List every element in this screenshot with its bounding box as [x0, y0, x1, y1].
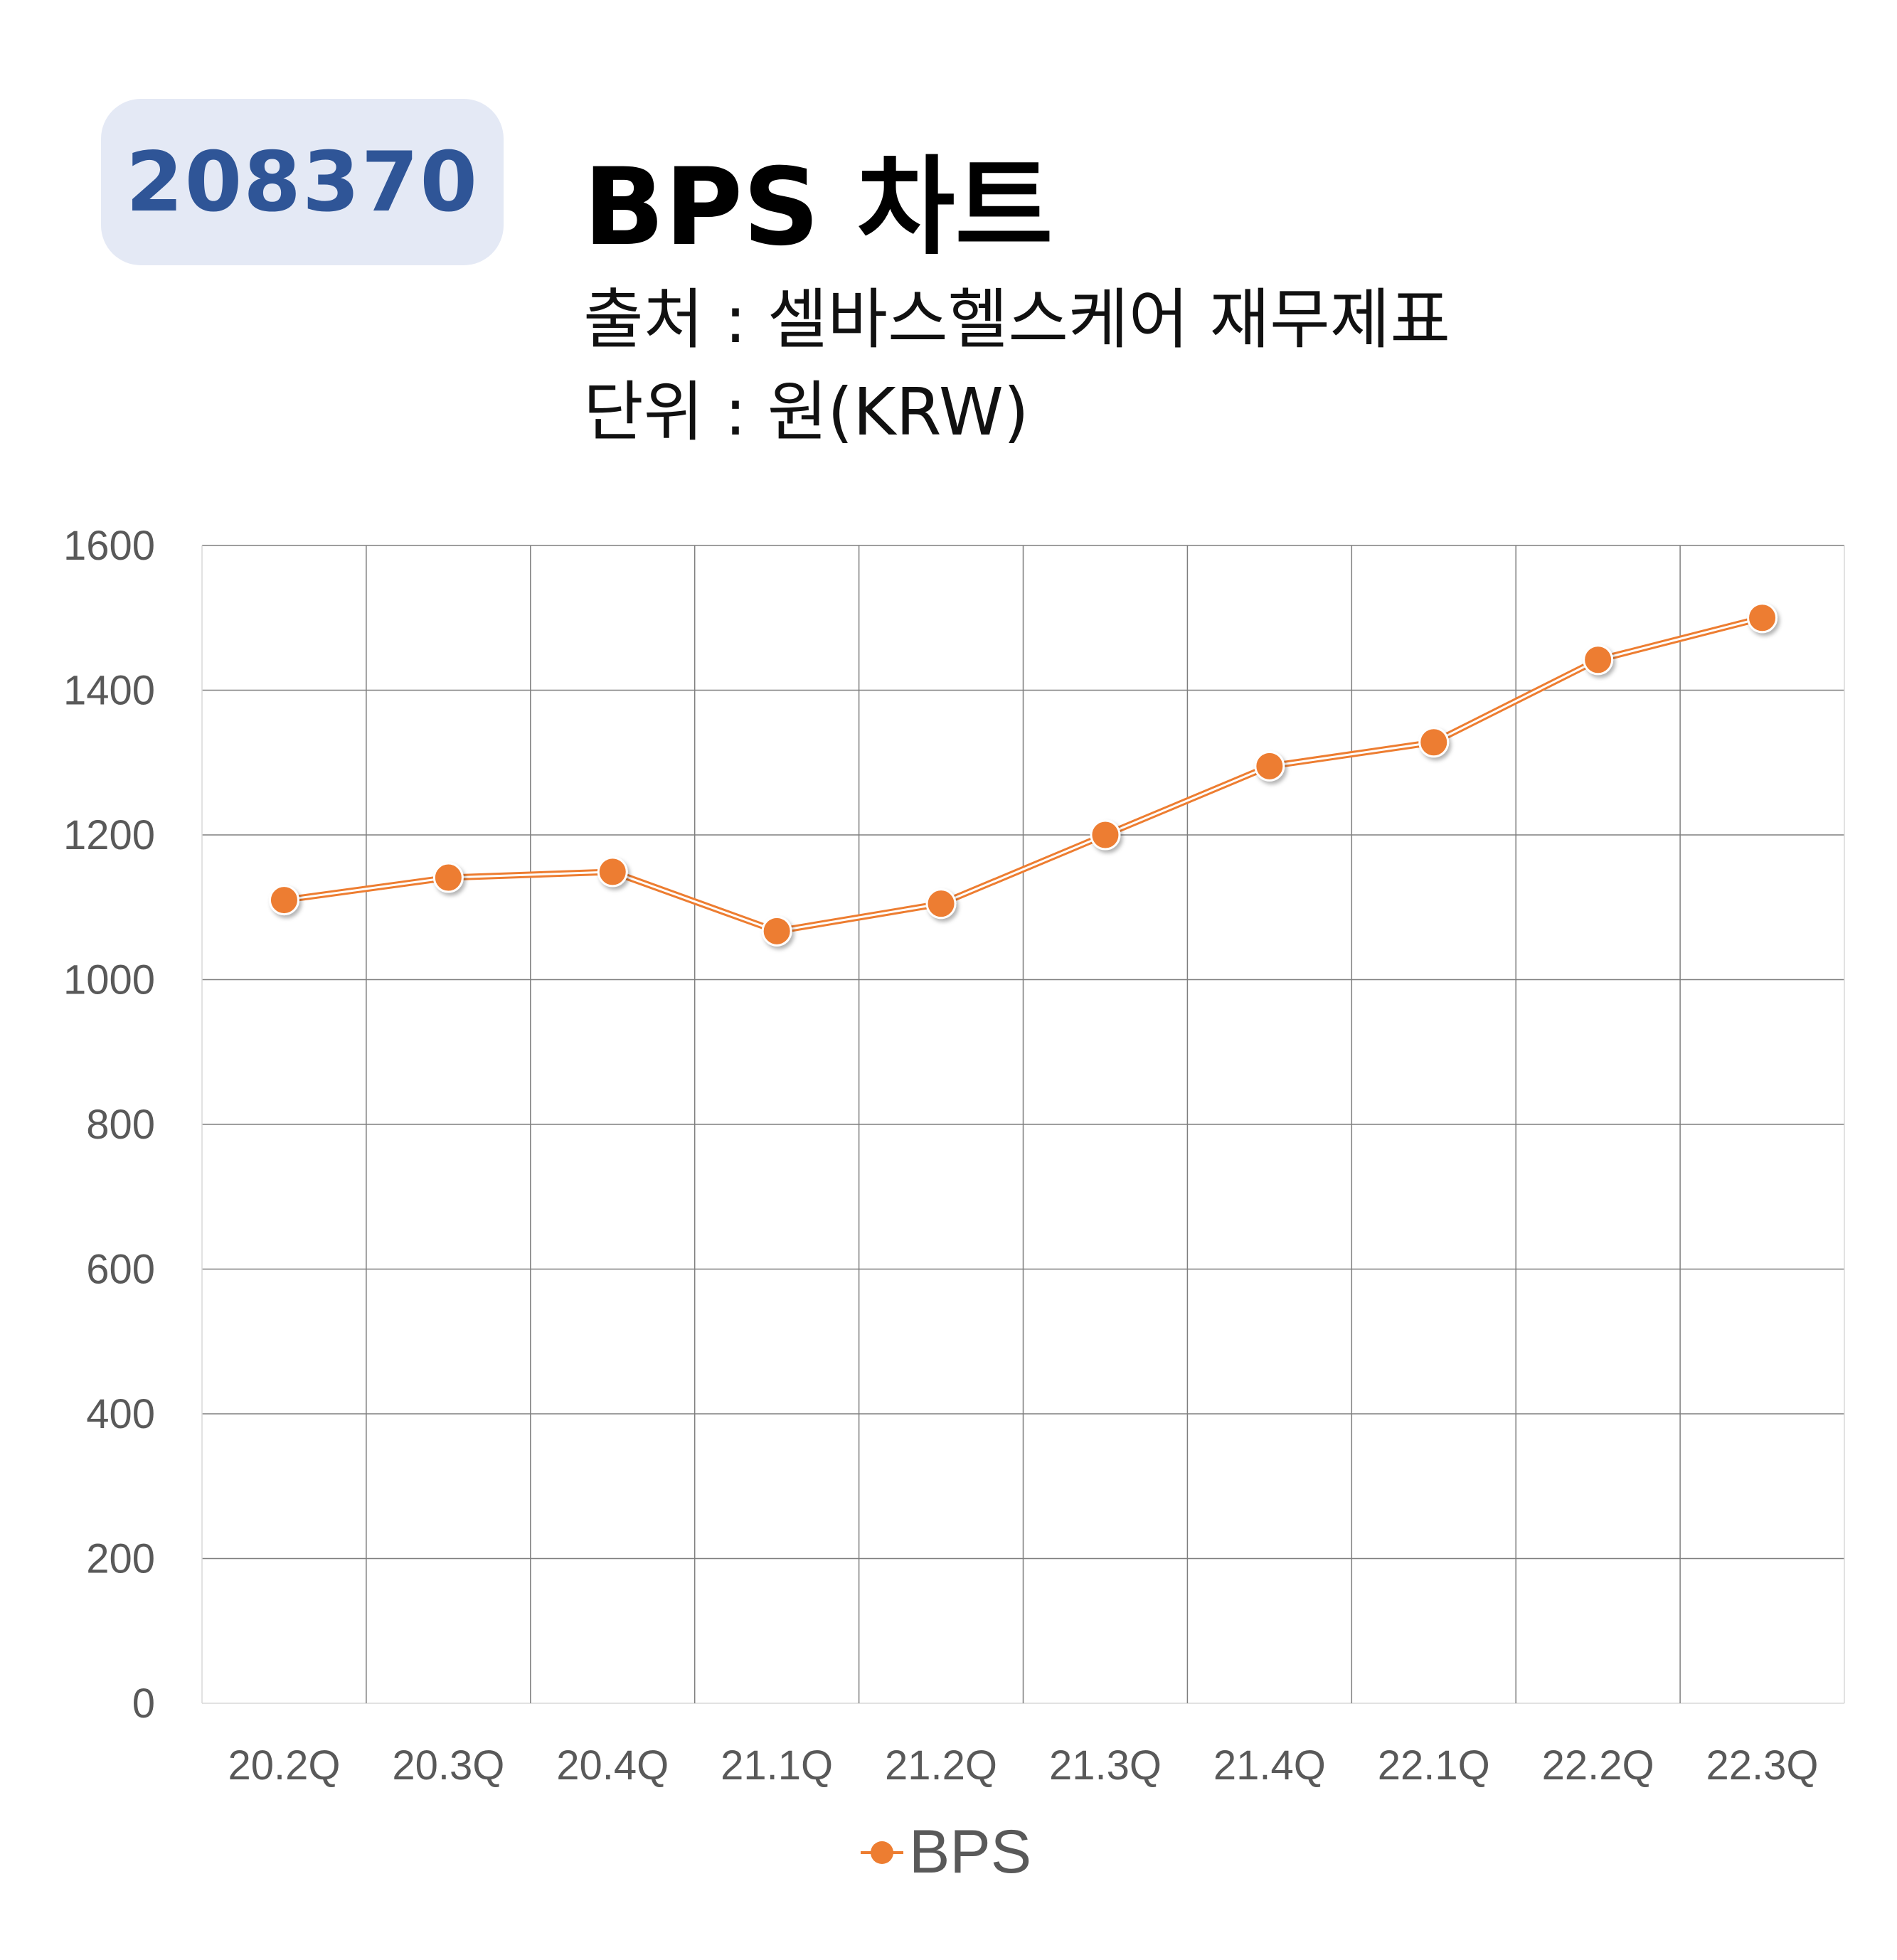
y-tick-label: 1400 — [63, 668, 155, 714]
series-bps — [268, 602, 1778, 947]
y-tick-label: 200 — [86, 1536, 155, 1582]
ticker-badge: 208370 — [101, 99, 504, 265]
data-point — [1254, 750, 1285, 782]
chart-title: BPS 차트 — [583, 146, 1053, 270]
legend-marker-icon — [861, 1838, 903, 1867]
data-point — [1090, 819, 1121, 851]
x-tick-label: 21.3Q — [1049, 1742, 1162, 1789]
legend-label-bps: BPS — [909, 1818, 1032, 1886]
x-tick-label: 20.2Q — [228, 1742, 340, 1789]
data-point — [597, 856, 628, 888]
ticker-code: 208370 — [125, 134, 479, 230]
data-point — [1418, 727, 1450, 758]
legend: BPS — [861, 1817, 1031, 1887]
y-tick-label: 1000 — [63, 957, 155, 1003]
y-tick-label: 600 — [86, 1247, 155, 1293]
x-tick-label: 20.3Q — [392, 1742, 504, 1789]
x-tick-label: 21.4Q — [1213, 1742, 1326, 1789]
y-tick-label: 1600 — [63, 523, 155, 569]
data-point — [268, 885, 299, 916]
series-line — [282, 617, 1764, 932]
x-tick-label: 22.1Q — [1378, 1742, 1490, 1789]
x-tick-label: 20.4Q — [556, 1742, 669, 1789]
unit-line: 단위 : 원(KRW) — [583, 374, 1029, 450]
y-axis-ticks: 0 200 400 600 800 1000 1200 1400 1600 — [63, 523, 155, 1727]
grid — [201, 545, 1845, 1704]
y-tick-label: 800 — [86, 1102, 155, 1148]
x-tick-label: 21.2Q — [885, 1742, 997, 1789]
y-tick-label: 0 — [132, 1681, 155, 1727]
y-tick-label: 400 — [86, 1391, 155, 1437]
x-tick-label: 21.1Q — [721, 1742, 833, 1789]
data-point — [761, 915, 792, 947]
x-axis-ticks: 20.2Q 20.3Q 20.4Q 21.1Q 21.2Q 21.3Q 21.4Q 22.1Q… — [228, 1742, 1818, 1789]
data-point — [1583, 644, 1614, 676]
x-tick-label: 22.3Q — [1706, 1742, 1819, 1789]
data-point — [925, 888, 957, 920]
data-point — [1747, 602, 1778, 634]
y-tick-label: 1200 — [63, 812, 155, 858]
data-point — [432, 862, 464, 893]
x-tick-label: 22.2Q — [1542, 1742, 1654, 1789]
source-line: 출처 : 셀바스헬스케어 재무제표 — [583, 282, 1451, 358]
